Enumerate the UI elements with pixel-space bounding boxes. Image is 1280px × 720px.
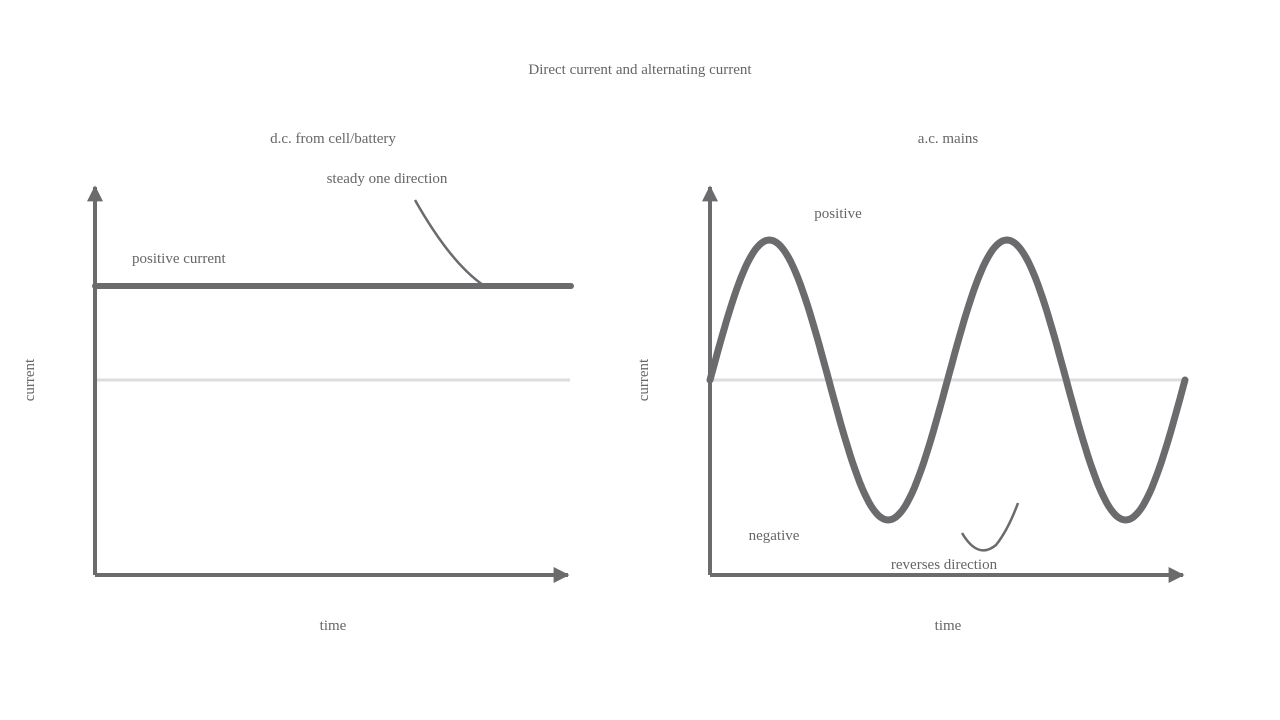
annotation: positive current xyxy=(132,251,227,267)
diagram-title: Direct current and alternating current xyxy=(528,62,752,78)
annotation: positive xyxy=(814,206,862,222)
panel-title: d.c. from cell/battery xyxy=(270,131,396,147)
dc-panel: d.c. from cell/battery steady one direct… xyxy=(22,131,574,634)
annotation: reverses direction xyxy=(891,557,998,573)
x-axis-label: time xyxy=(320,618,347,634)
y-axis-label: current xyxy=(22,358,38,401)
x-axis-label: time xyxy=(935,618,962,634)
annotation-pointer xyxy=(960,502,1020,552)
annotation-pointer xyxy=(413,199,484,287)
y-axis-label: current xyxy=(636,358,652,401)
ac-panel: a.c. mains positive negative reverses di… xyxy=(636,131,1189,634)
annotation: negative xyxy=(749,528,800,544)
panel-title: a.c. mains xyxy=(918,131,979,147)
annotation: steady one direction xyxy=(327,171,448,187)
ac-wave xyxy=(706,236,1189,524)
